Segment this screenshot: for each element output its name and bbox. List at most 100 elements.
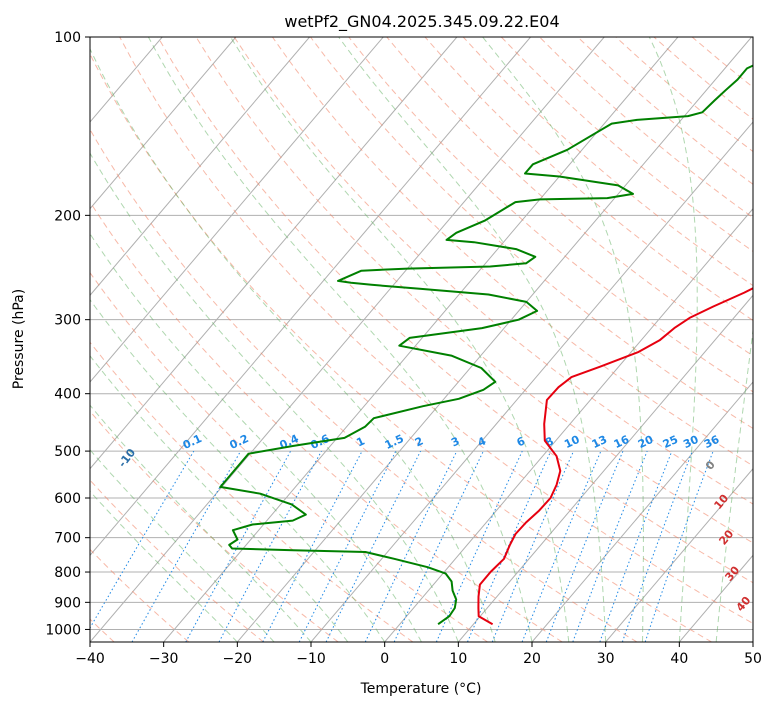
mixing-ratio-line — [644, 450, 714, 642]
temperature-profile-line — [477, 287, 753, 626]
dry-adiabat-line — [195, 37, 753, 544]
x-tick-label: 40 — [670, 651, 688, 667]
y-tick-label: 300 — [54, 313, 81, 329]
dry-adiabat-line — [615, 37, 753, 153]
isotherm-line — [90, 37, 384, 383]
mixing-ratio-label: 30 — [681, 433, 701, 451]
mixing-ratio-line — [435, 450, 523, 642]
x-tick-label: 30 — [597, 651, 615, 667]
mixing-ratio-label: 4 — [476, 434, 489, 449]
mixing-ratio-line — [521, 450, 602, 642]
x-tick-label: −40 — [75, 651, 105, 667]
dry-adiabat-line — [462, 37, 753, 287]
moist-adiabat-line — [90, 355, 349, 642]
mixing-ratio-label: 16 — [612, 433, 632, 451]
isotherm-line — [90, 37, 237, 210]
moist-adiabat-line — [90, 490, 238, 642]
mixing-ratio-label: 13 — [590, 433, 609, 451]
mixing-ratio-line — [131, 450, 242, 642]
moist-adiabat-line — [90, 404, 312, 642]
y-tick-label: 500 — [54, 444, 81, 460]
y-tick-label: 400 — [54, 387, 81, 403]
y-tick-label: 800 — [54, 565, 81, 581]
x-tick-label: 20 — [523, 651, 541, 667]
moist-adiabat-label: 20 — [717, 527, 737, 547]
x-tick-label: 10 — [449, 651, 467, 667]
dry-adiabat-line — [90, 201, 563, 642]
x-tick-label: −30 — [149, 651, 179, 667]
mixing-ratio-label: 1 — [354, 434, 366, 449]
mixing-ratio-label: 6 — [515, 434, 528, 449]
mixing-ratio-label: 3 — [449, 434, 461, 449]
isotherm-line — [236, 37, 752, 642]
dry-adiabat-line — [653, 37, 753, 120]
moist-adiabat-line — [90, 232, 422, 642]
moist-adiabat-line — [90, 47, 496, 642]
x-tick-label: 50 — [744, 651, 762, 667]
moist-adiabat-label: 0 — [703, 458, 718, 472]
isotherm-line — [457, 294, 753, 642]
dry-adiabat-line — [233, 37, 753, 505]
dewpoint-profile-line — [219, 64, 753, 626]
dry-adiabat-line — [348, 37, 753, 393]
dry-adiabat-line — [119, 37, 753, 624]
dry-adiabats — [90, 37, 753, 642]
isotherm-line — [163, 37, 679, 642]
chart-title: wetPf2_GN04.2025.345.09.22.E04 — [284, 12, 559, 32]
mixing-ratio-line — [545, 450, 624, 642]
isotherm-line — [605, 467, 753, 642]
isotherms — [90, 37, 753, 642]
dry-adiabat-line — [539, 37, 753, 219]
dry-adiabat-line — [90, 128, 638, 642]
dry-adiabat-line — [386, 37, 753, 357]
mixing-ratio-label: 36 — [702, 433, 722, 451]
x-tick-label: −10 — [296, 651, 326, 667]
y-tick-label: 1000 — [45, 622, 81, 638]
mixing-ratio-line — [364, 450, 458, 642]
x-axis: −40 −30 −20 −10 0 10 20 30 40 50 — [75, 642, 762, 667]
y-tick-label: 100 — [54, 30, 81, 46]
sounding-series — [219, 64, 753, 626]
y-tick-label: 600 — [54, 491, 81, 507]
isotherm-line — [90, 37, 458, 470]
mixing-ratio-label: 0.1 — [181, 432, 204, 452]
moist-adiabat-line — [147, 37, 533, 642]
moist-adiabat-label: 40 — [734, 594, 754, 614]
mixing-ratio-line — [599, 450, 673, 642]
y-tick-label: 200 — [54, 208, 81, 224]
dry-adiabat-line — [691, 37, 753, 88]
y-tick-label: 700 — [54, 531, 81, 547]
mixing-ratio-line — [298, 450, 397, 642]
mixing-ratio-label: 1.5 — [383, 432, 406, 452]
plot-area: 0.10.20.40.611.52346810131620253036-100-… — [19, 37, 754, 642]
dry-adiabat-label: -20 — [19, 402, 42, 426]
pressure-grid — [90, 37, 753, 630]
mixing-ratio-line — [393, 450, 484, 642]
moist-adiabats — [90, 37, 753, 642]
dry-adiabat-line — [90, 479, 264, 642]
moist-adiabat-label: 10 — [711, 492, 731, 512]
mixing-ratio-line — [262, 450, 363, 642]
mixing-ratio-line — [491, 450, 574, 642]
isotherm-line — [90, 37, 310, 297]
dry-adiabat-line — [90, 341, 414, 642]
mixing-ratio-label: 10 — [562, 433, 582, 451]
mixing-ratio-label: 20 — [636, 433, 656, 451]
dry-adiabat-line — [310, 37, 753, 430]
mixing-ratio-label: 2 — [413, 434, 425, 449]
mixing-ratio-line — [218, 450, 322, 642]
mixing-ratio-lines — [90, 450, 714, 642]
mixing-ratio-line — [90, 450, 195, 629]
dry-adiabat-line — [90, 548, 190, 642]
x-axis-label: Temperature (°C) — [360, 681, 482, 697]
reference-line-labels: 0.10.20.40.611.52346810131620253036-100-… — [19, 402, 754, 614]
mixing-ratio-line — [185, 450, 292, 642]
mixing-ratio-line — [621, 450, 693, 642]
y-axis-label: Pressure (hPa) — [11, 289, 27, 389]
isotherm-line — [531, 381, 753, 642]
x-tick-label: 0 — [380, 651, 389, 667]
dry-adiabat-line — [271, 37, 753, 467]
dry-adiabat-label: -10 — [116, 446, 139, 470]
y-axis: 100 200 300 400 500 600 700 800 900 1000 — [45, 30, 90, 638]
